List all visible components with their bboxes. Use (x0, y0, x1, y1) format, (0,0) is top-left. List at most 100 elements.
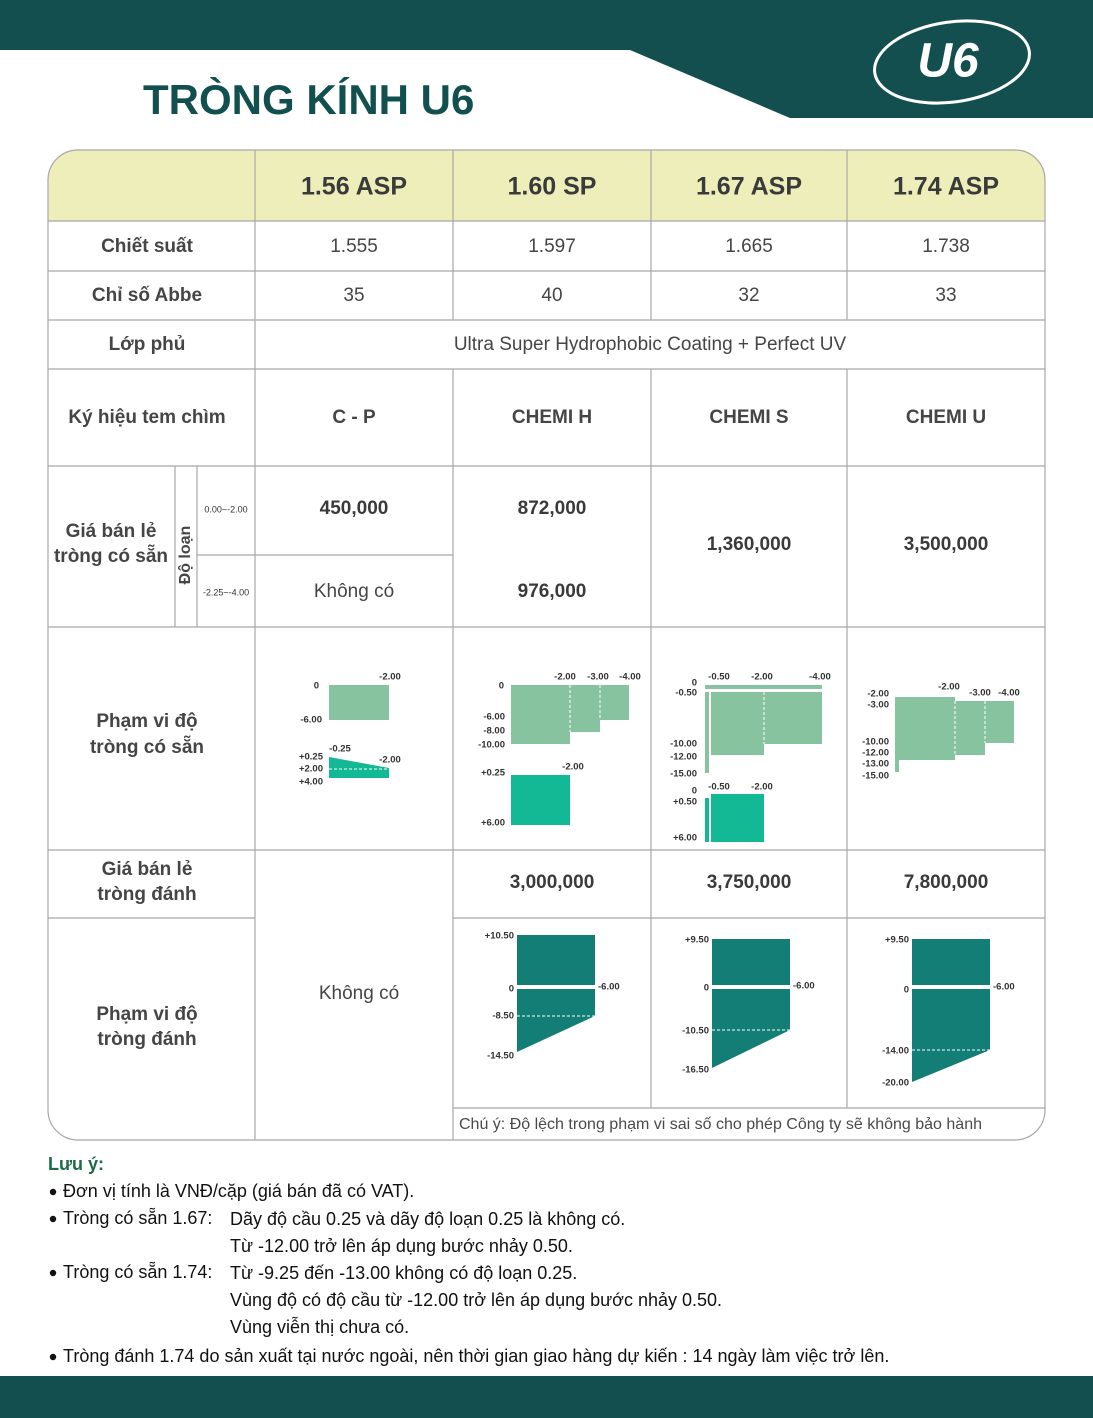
range-shape (705, 692, 709, 773)
table-clip (48, 150, 1045, 221)
range-shape (711, 692, 822, 755)
column-header: 1.67 ASP (696, 173, 802, 201)
diagram-label: -13.00 (862, 759, 889, 770)
diagram-label: 0 (692, 786, 697, 797)
diagram-label: +2.00 (299, 764, 323, 775)
row-label: tròng có sẵn (54, 544, 168, 567)
cell: Không có (319, 983, 399, 1004)
range-shape (517, 989, 595, 1052)
row-label: Chiết suất (101, 236, 194, 257)
diagram-label: 0 (509, 984, 514, 995)
diagram-label: -2.00 (867, 689, 889, 700)
row-label: tròng đánh (97, 884, 196, 905)
notes-title: Lưu ý: (48, 1154, 104, 1174)
diagram-label: -2.00 (938, 682, 960, 693)
diagram-label: -20.00 (882, 1078, 909, 1089)
range-shape (912, 939, 990, 985)
row-label: Ký hiệu tem chìm (68, 407, 225, 428)
header-row-bg (48, 150, 1045, 221)
range-shape (511, 685, 629, 744)
cell: Ultra Super Hydrophobic Coating + Perfec… (454, 334, 847, 355)
bullet (49, 1353, 57, 1361)
range-label: 0.00~-2.00 (204, 504, 247, 514)
diagram-label: -2.00 (554, 672, 576, 683)
diagram-label: -6.00 (300, 715, 322, 726)
logo-text: U6 (917, 35, 979, 88)
range-shape (712, 939, 790, 985)
bullet (49, 1188, 57, 1196)
diagram-label: +9.50 (685, 935, 709, 946)
diagram-label: 0 (904, 985, 909, 996)
range-shape (517, 935, 595, 985)
range-shape (912, 989, 990, 1082)
range-shape (329, 685, 389, 720)
row-label: Phạm vi độ (96, 711, 197, 732)
diagram-label: +6.00 (481, 818, 505, 829)
diagram-label: -6.00 (793, 981, 815, 992)
cell: CHEMI S (709, 407, 788, 428)
type-label: Độ loạn (177, 526, 194, 585)
row-label: Phạm vi độ (96, 1004, 197, 1025)
range-label: -2.25~-4.00 (203, 587, 249, 597)
diagram-label: -2.00 (562, 762, 584, 773)
diagram-label: -16.50 (682, 1065, 709, 1076)
diagram-label: -0.50 (675, 688, 697, 699)
row-label: Chỉ số Abbe (92, 285, 202, 306)
price-cell: 976,000 (518, 581, 587, 602)
diagram-label: -3.00 (587, 672, 609, 683)
range-shape (705, 798, 709, 842)
bullet (49, 1269, 57, 1277)
note-text: Từ -9.25 đến -13.00 không có độ loạn 0.2… (230, 1263, 577, 1283)
diagram-label: -12.00 (862, 748, 889, 759)
price-cell: 3,750,000 (707, 872, 792, 893)
diagram-label: -3.00 (969, 688, 991, 699)
diagram-label: -4.00 (619, 672, 641, 683)
price-cell: 3,000,000 (510, 872, 595, 893)
diagram-label: -3.00 (867, 700, 889, 711)
column-header: 1.60 SP (508, 173, 597, 201)
diagram-label: -6.00 (483, 712, 505, 723)
diagram-label: -2.00 (751, 672, 773, 683)
diagram-label: -10.00 (478, 740, 505, 751)
cell: 33 (935, 285, 956, 306)
diagram-label: -14.50 (487, 1051, 514, 1062)
diagram-label: -15.00 (862, 771, 889, 782)
cell: 1.597 (528, 236, 576, 257)
diagram-label: -4.00 (998, 688, 1020, 699)
note-text: Vùng độ có độ cầu từ -12.00 trở lên áp d… (230, 1290, 722, 1310)
diagram-label: -10.00 (862, 737, 889, 748)
cell: 1.555 (330, 236, 378, 257)
diagram-label: -6.00 (993, 982, 1015, 993)
range-shape (705, 685, 822, 689)
diagram-label: +9.50 (885, 935, 909, 946)
diagram-label: +0.25 (299, 752, 324, 763)
price-cell: 1,360,000 (707, 534, 792, 555)
row-label: Giá bán lẻ (102, 859, 193, 880)
cell: 35 (343, 285, 364, 306)
cell: CHEMI U (906, 407, 986, 428)
diagram-label: +4.00 (299, 777, 323, 788)
range-shape (711, 794, 764, 842)
diagram-label: -12.00 (670, 752, 697, 763)
diagram-label: 0 (704, 983, 709, 994)
column-header: 1.56 ASP (301, 173, 407, 201)
diagram-label: +10.50 (485, 931, 514, 942)
diagram-label: -6.00 (598, 982, 620, 993)
bullet (49, 1215, 57, 1223)
row-label: Giá bán lẻ (66, 521, 157, 542)
header-band (0, 0, 1093, 118)
range-shape (511, 775, 570, 825)
cell: C - P (332, 407, 376, 428)
row-label: Lớp phủ (109, 334, 186, 355)
cell: 1.665 (725, 236, 773, 257)
diagram-label: 0 (499, 681, 504, 692)
note-text: Tròng đánh 1.74 do sản xuất tại nước ngo… (63, 1346, 889, 1366)
diagram-label: -0.50 (708, 672, 730, 683)
range-shape (329, 757, 389, 778)
diagram-label: -2.00 (379, 755, 401, 766)
logo-ring (873, 19, 1031, 105)
note-text: Đơn vị tính là VNĐ/cặp (giá bán đã có VA… (63, 1181, 414, 1201)
diagram-label: -2.00 (379, 672, 401, 683)
footer-band (0, 1376, 1093, 1418)
diagram-label: 0 (692, 678, 697, 689)
